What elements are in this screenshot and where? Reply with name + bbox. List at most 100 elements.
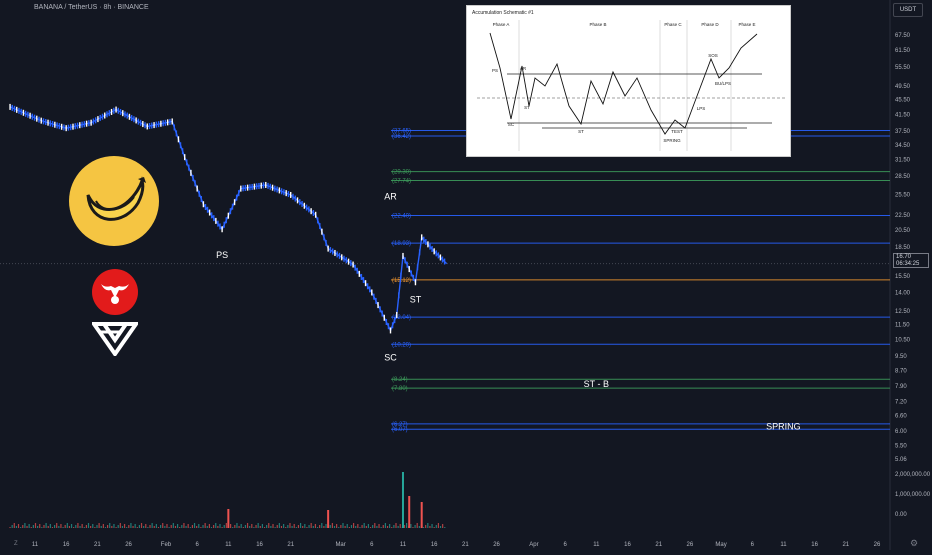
candle bbox=[16, 106, 18, 113]
volume-bar bbox=[291, 526, 293, 528]
volume-bar bbox=[278, 523, 280, 528]
candle bbox=[42, 118, 45, 125]
volume-bar bbox=[287, 525, 289, 528]
volume-bar bbox=[304, 524, 306, 528]
schematic-phase-label: Phase A bbox=[493, 22, 510, 27]
candle bbox=[119, 108, 122, 115]
phase-annotation: SPRING bbox=[766, 422, 801, 432]
candle bbox=[45, 119, 47, 126]
volume-bar bbox=[136, 527, 138, 528]
candle bbox=[358, 270, 361, 277]
candle bbox=[204, 204, 207, 211]
candle bbox=[133, 116, 135, 123]
volume-bar bbox=[109, 523, 111, 528]
y-tick-label: 6.00 bbox=[895, 429, 907, 435]
volume-bar bbox=[225, 523, 227, 528]
volume-bar bbox=[363, 523, 365, 528]
timezone-label[interactable]: Z bbox=[14, 541, 18, 547]
x-tick-label: 6 bbox=[370, 542, 374, 548]
candle bbox=[18, 107, 20, 114]
candle bbox=[223, 221, 225, 228]
volume-bar bbox=[134, 524, 136, 528]
x-tick-label: 16 bbox=[811, 542, 818, 548]
gear-icon[interactable]: ⚙ bbox=[910, 538, 919, 548]
candle bbox=[343, 255, 345, 262]
volume-bar bbox=[217, 526, 219, 528]
volume-bar bbox=[352, 523, 355, 528]
volume-bar bbox=[299, 523, 302, 528]
candle bbox=[331, 248, 334, 255]
candle bbox=[416, 264, 419, 271]
volume-bar bbox=[333, 526, 336, 528]
candle bbox=[278, 187, 281, 194]
candle bbox=[101, 113, 104, 120]
candle bbox=[314, 211, 317, 218]
volume-bar bbox=[172, 523, 174, 528]
y-tick-label: 31.50 bbox=[895, 158, 911, 164]
candle bbox=[251, 183, 253, 190]
volume-bar bbox=[160, 525, 162, 528]
candle bbox=[128, 113, 131, 120]
candle bbox=[338, 252, 341, 259]
candle bbox=[54, 121, 56, 128]
schematic-price-path bbox=[489, 32, 758, 135]
volume-bar bbox=[229, 524, 232, 528]
candle bbox=[283, 189, 285, 196]
volume-bar bbox=[361, 525, 363, 528]
volume-bar bbox=[13, 523, 15, 528]
volume-bar bbox=[170, 525, 172, 528]
volume-bar bbox=[102, 524, 104, 528]
candle bbox=[441, 256, 444, 263]
x-tick-label: Mar bbox=[335, 542, 345, 548]
volume-bar bbox=[329, 525, 331, 528]
candle bbox=[389, 327, 392, 334]
candle bbox=[92, 118, 95, 125]
volume-bar bbox=[41, 527, 43, 528]
volume-bar bbox=[98, 523, 100, 528]
x-tick-label: 11 bbox=[780, 542, 787, 548]
schematic-event-label: BU/LPS bbox=[715, 81, 731, 86]
candle bbox=[144, 122, 146, 129]
candle bbox=[200, 196, 203, 203]
candle bbox=[146, 123, 148, 130]
x-tick-label: 21 bbox=[94, 542, 101, 548]
candle bbox=[356, 267, 358, 274]
volume-bar bbox=[376, 526, 378, 528]
candle bbox=[336, 251, 338, 258]
volume-bar bbox=[17, 524, 20, 528]
y-tick-label: 49.50 bbox=[895, 84, 911, 90]
candle bbox=[148, 123, 151, 130]
level-label: (22.40) bbox=[392, 214, 411, 220]
volume-bar bbox=[380, 527, 382, 528]
phase-annotation: PS bbox=[216, 250, 228, 260]
volume-bar bbox=[257, 523, 259, 528]
volume-bar bbox=[389, 524, 391, 528]
candle bbox=[379, 306, 381, 313]
candle bbox=[58, 123, 61, 130]
volume-bar bbox=[365, 526, 367, 528]
x-tick-label: 11 bbox=[400, 542, 407, 548]
y-tick-label: 61.50 bbox=[895, 48, 911, 54]
x-tick-label: 21 bbox=[462, 542, 469, 548]
volume-bar bbox=[386, 526, 389, 528]
candle bbox=[137, 118, 140, 125]
candle bbox=[213, 215, 215, 222]
volume-bar bbox=[393, 525, 395, 528]
volume-bar bbox=[289, 523, 291, 528]
candle bbox=[317, 217, 319, 224]
candle bbox=[345, 257, 347, 264]
candle bbox=[276, 186, 278, 193]
candle bbox=[160, 120, 162, 127]
candle bbox=[135, 117, 137, 124]
candle bbox=[67, 124, 70, 131]
candle bbox=[285, 190, 287, 197]
currency-selector[interactable]: USDT bbox=[893, 3, 923, 17]
volume-bar bbox=[51, 527, 54, 528]
candle bbox=[360, 273, 363, 280]
candle bbox=[274, 185, 276, 192]
volume-bar bbox=[20, 527, 22, 528]
volume-bar bbox=[26, 526, 28, 528]
phase-annotation: AR bbox=[384, 191, 397, 201]
